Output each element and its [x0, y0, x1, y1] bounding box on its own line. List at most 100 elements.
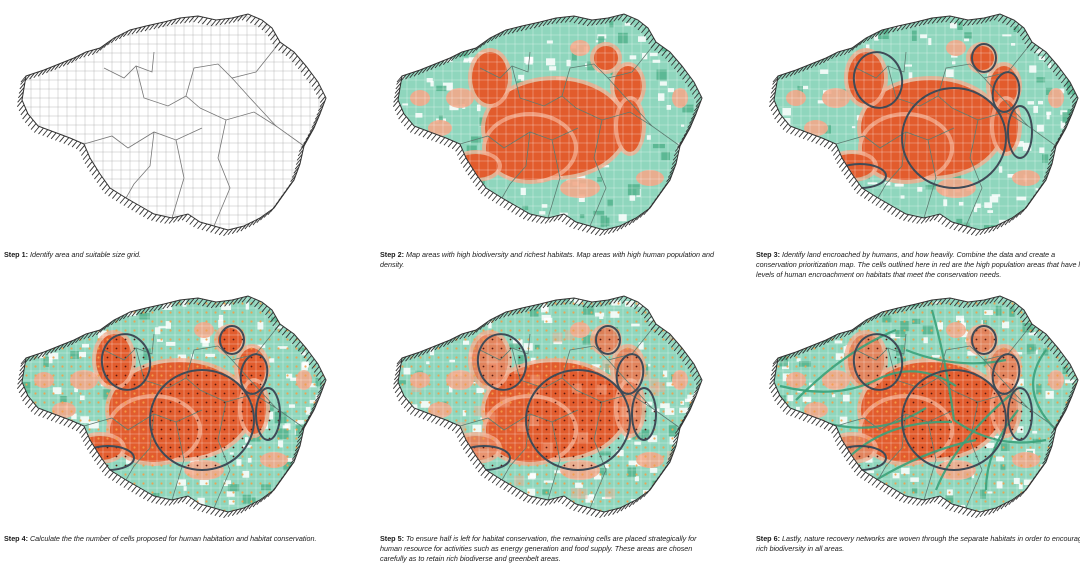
- human-cell-marker: [912, 437, 915, 440]
- human-cell-marker: [626, 383, 629, 386]
- habitat-cell-marker: [25, 338, 28, 341]
- human-cell-marker: [536, 446, 539, 449]
- habitat-cell-marker: [840, 518, 842, 520]
- human-cell-marker: [187, 446, 190, 449]
- hatch-tick: [561, 497, 568, 505]
- hatch-tick: [962, 19, 969, 27]
- hatch-tick: [1015, 211, 1022, 218]
- habitat-cell-marker: [482, 428, 485, 431]
- habitat-cell-marker: [410, 383, 413, 386]
- hatch-tick: [83, 50, 90, 58]
- hatch-tick: [661, 331, 668, 339]
- human-cell-marker: [545, 446, 548, 449]
- hatch-tick: [20, 78, 26, 85]
- human-cell-marker: [232, 419, 235, 422]
- habitat-cell-marker: [88, 320, 91, 323]
- habitat-cell-marker: [241, 491, 244, 494]
- habitat-cell-marker: [482, 527, 484, 529]
- hatch-tick: [694, 386, 700, 394]
- human-cell-marker: [133, 374, 136, 377]
- habitat-cell-marker: [966, 491, 969, 494]
- habitat-cell-marker: [644, 302, 647, 305]
- habitat-cell-marker: [921, 482, 924, 485]
- habitat-cell-marker: [662, 419, 665, 422]
- hatch-tick: [459, 332, 466, 340]
- habitat-cell-marker: [849, 482, 852, 485]
- human-cell-marker: [223, 338, 226, 341]
- hatch-tick: [771, 82, 778, 90]
- hatch-tick: [772, 78, 778, 85]
- habitat-cell-marker: [250, 329, 253, 332]
- habitat-cell-marker: [716, 329, 718, 331]
- habitat-cell-marker: [124, 293, 126, 295]
- human-cell-marker: [241, 401, 244, 404]
- hatch-tick: [127, 483, 134, 491]
- habitat-cell-marker: [392, 338, 394, 340]
- habitat-cell-marker: [142, 392, 145, 395]
- human-cell-marker: [939, 455, 942, 458]
- human-cell-marker: [599, 446, 602, 449]
- habitat-cell-marker: [313, 500, 316, 503]
- resource-cell: [529, 416, 540, 427]
- hatch-tick: [403, 401, 410, 409]
- open-land-patch: [472, 424, 482, 433]
- habitat-cell-marker: [268, 293, 270, 295]
- hatch-tick: [581, 506, 588, 514]
- human-cell-marker: [214, 374, 217, 377]
- human-cell-marker: [187, 419, 190, 422]
- habitat-cell-marker: [437, 329, 440, 332]
- habitat-cell-marker: [894, 410, 897, 413]
- habitat-cell-marker: [169, 518, 171, 520]
- hatch-tick: [17, 95, 23, 103]
- habitat-cell-marker: [322, 419, 325, 422]
- open-land-patch: [692, 206, 699, 209]
- hatch-tick: [1052, 65, 1059, 73]
- habitat-cell-marker: [671, 302, 674, 305]
- habitat-cell-marker: [88, 338, 91, 341]
- district-boundary: [171, 421, 185, 501]
- human-cell-marker: [599, 428, 602, 431]
- district-boundary: [83, 409, 203, 431]
- rich-habitat-patch: [221, 516, 231, 526]
- hatch-tick: [507, 485, 514, 493]
- open-land-patch: [315, 421, 320, 425]
- rich-habitat-patch: [957, 21, 963, 30]
- habitat-cell-marker: [178, 320, 181, 323]
- hatch-tick: [83, 332, 90, 340]
- rich-habitat-patch: [786, 14, 799, 16]
- habitat-cell-marker: [930, 509, 933, 512]
- habitat-cell-marker: [795, 419, 798, 422]
- habitat-cell-marker: [482, 320, 485, 323]
- habitat-cell-marker: [419, 419, 422, 422]
- open-land-patch: [934, 301, 940, 304]
- open-land-patch: [1074, 433, 1078, 437]
- human-cell-marker: [554, 410, 557, 413]
- habitat-cell-marker: [142, 329, 145, 332]
- map-region: [22, 14, 326, 230]
- habitat-cell-marker: [313, 491, 316, 494]
- habitat-cell-marker: [286, 401, 289, 404]
- hatch-tick: [887, 206, 893, 213]
- rich-habitat-patch: [447, 171, 455, 177]
- open-land-patch: [380, 198, 386, 203]
- habitat-cell-marker: [698, 410, 701, 413]
- human-cell-marker: [169, 446, 172, 449]
- habitat-cell-marker: [43, 446, 46, 449]
- habitat-cell-marker: [16, 419, 18, 421]
- hatch-tick: [84, 157, 91, 165]
- habitat-cell-marker: [232, 527, 234, 529]
- habitat-cell-marker: [250, 527, 252, 529]
- open-land-patch: [430, 80, 434, 87]
- open-land-patch: [457, 195, 464, 202]
- habitat-cell-marker: [581, 329, 584, 332]
- resource-cell: [664, 481, 675, 492]
- hatch-tick: [1049, 62, 1056, 70]
- open-land-patch: [524, 14, 535, 15]
- habitat-cell-marker: [777, 437, 780, 440]
- hatch-tick: [475, 44, 482, 51]
- habitat-cell-marker: [322, 401, 325, 404]
- habitat-cell-marker: [536, 527, 538, 529]
- rich-habitat-patch: [694, 339, 702, 345]
- habitat-cell-marker: [777, 500, 780, 503]
- habitat-cell-marker: [277, 329, 280, 332]
